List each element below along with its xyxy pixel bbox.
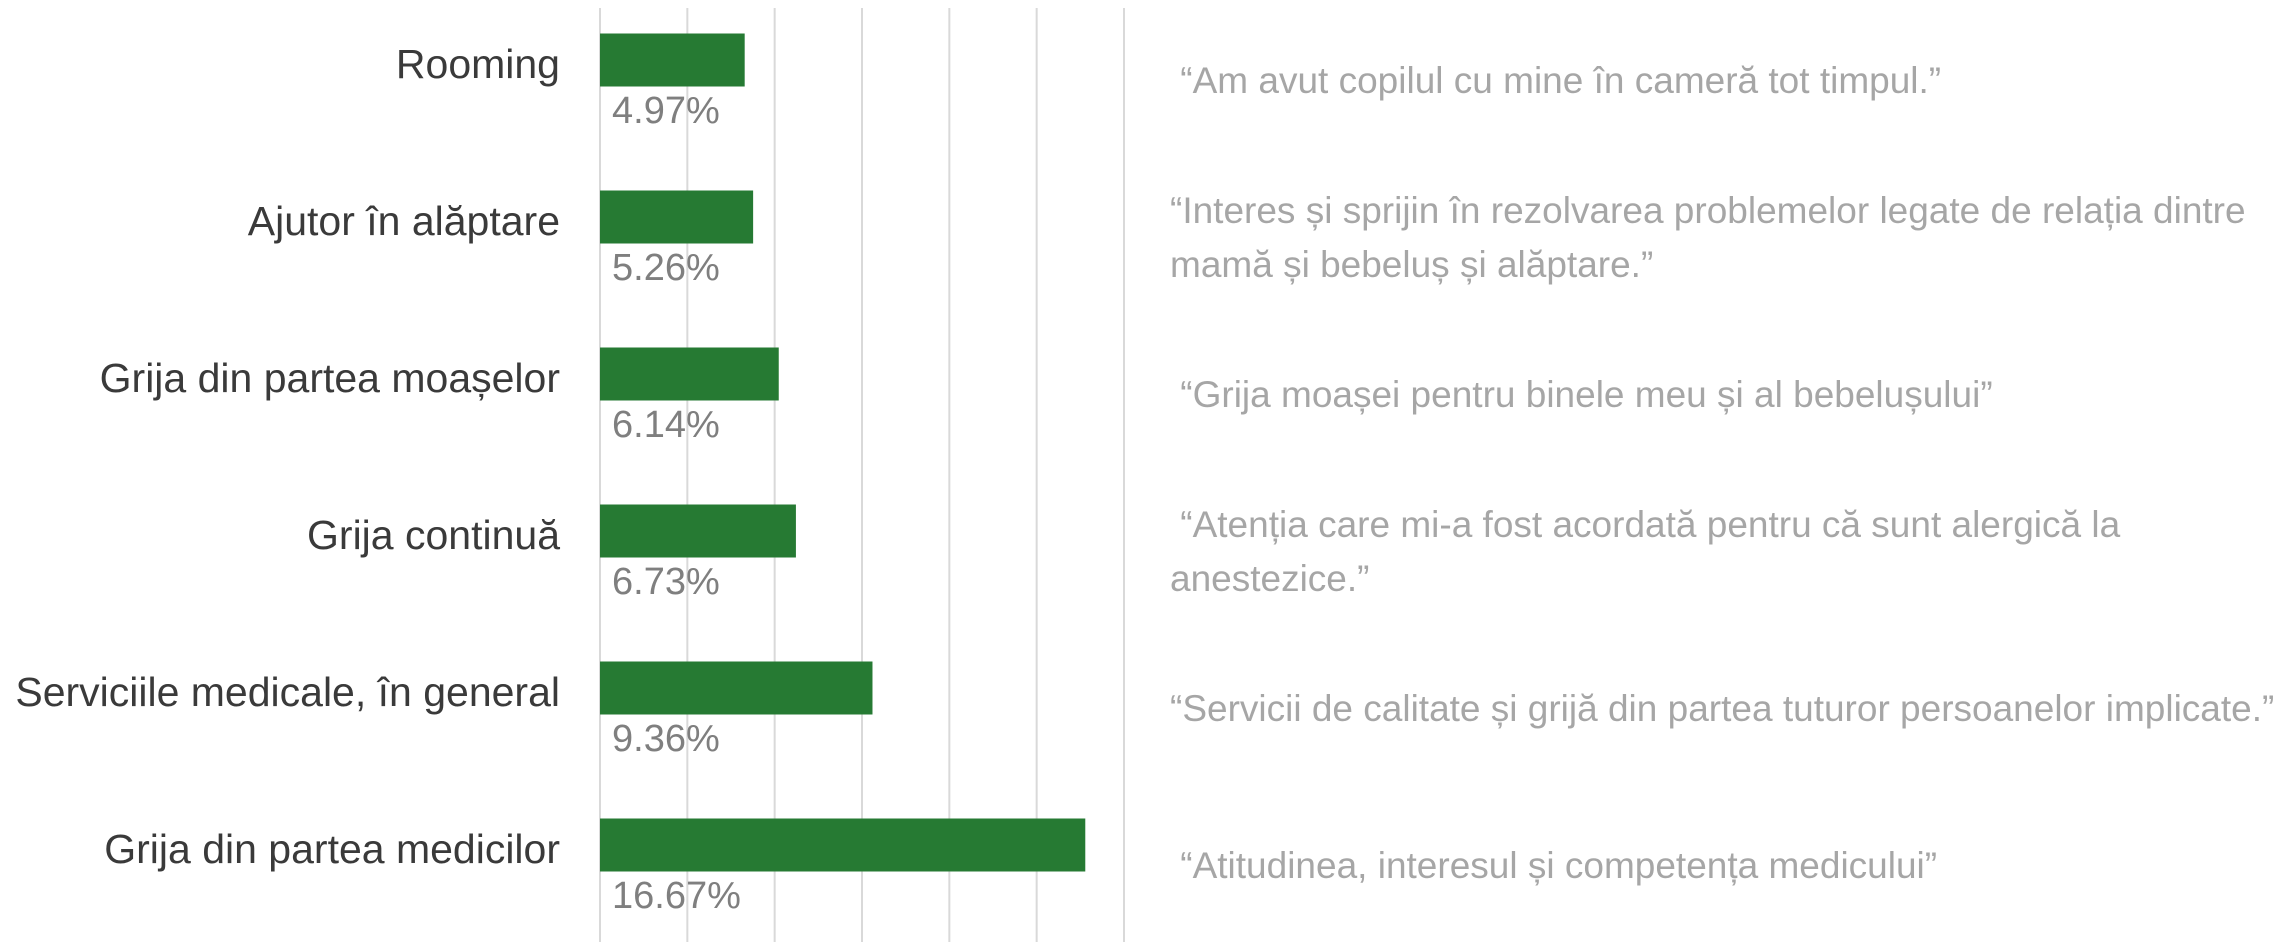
- value-label: 5.26%: [612, 247, 720, 289]
- category-label: Grija continuă: [307, 512, 560, 559]
- quote: “Interes și sprijin în rezolvarea proble…: [1170, 190, 2256, 285]
- quote: “Atenția care mi-a fost acordată pentru …: [1170, 504, 2131, 599]
- quote: “Atitudinea, interesul și competența med…: [1170, 845, 1938, 887]
- category-label: Ajutor în alăptare: [247, 198, 560, 245]
- category-label: Rooming: [395, 41, 560, 88]
- bar: [600, 190, 754, 244]
- bar: [600, 347, 779, 401]
- value-label: 16.67%: [612, 875, 741, 917]
- category-label: Serviciile medicale, în general: [15, 669, 560, 716]
- bar: [600, 504, 796, 558]
- quote: “Servicii de calitate și grijă din parte…: [1170, 688, 2275, 730]
- bar: [600, 33, 745, 87]
- bar: [600, 661, 873, 715]
- value-label: 6.73%: [612, 561, 720, 603]
- category-label: Grija din partea medicilor: [104, 826, 560, 873]
- category-label: Grija din partea moașelor: [99, 355, 560, 402]
- bar: [600, 818, 1086, 872]
- quote: “Am avut copilul cu mine în cameră tot t…: [1170, 60, 1942, 102]
- value-label: 9.36%: [612, 718, 720, 760]
- value-label: 4.97%: [612, 90, 720, 132]
- quote: “Grija moașei pentru binele meu și al be…: [1170, 374, 1993, 416]
- value-label: 6.14%: [612, 404, 720, 446]
